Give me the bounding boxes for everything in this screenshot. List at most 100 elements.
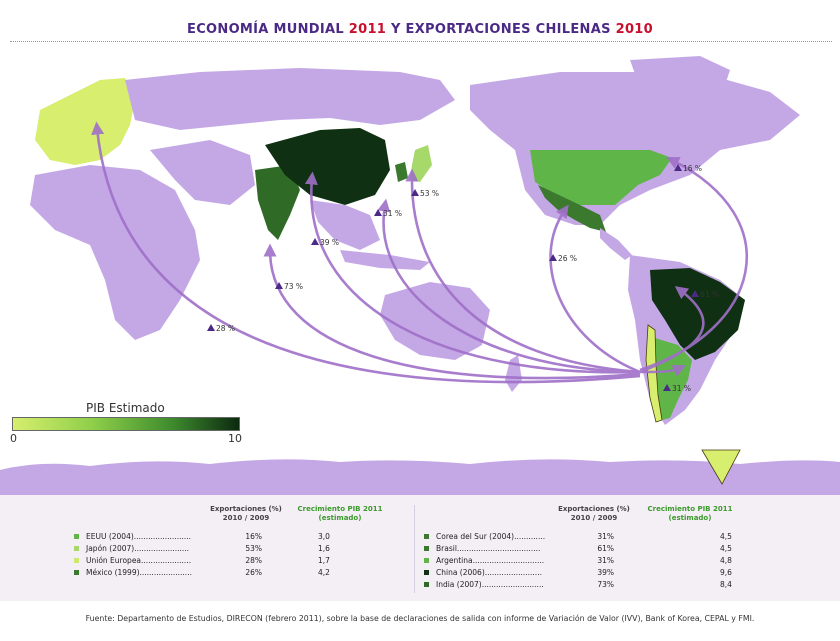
growth-value: 4,5 [720, 544, 732, 553]
exports-value: 61% [597, 544, 614, 553]
exports-value: 16% [245, 532, 262, 541]
growth-value: 4,8 [720, 556, 732, 565]
country-name: Japón (2007)....................... [86, 544, 190, 553]
table-row: Brasil..................................… [424, 543, 784, 554]
triangle-icon [663, 384, 671, 391]
indonesia-shape [340, 250, 430, 270]
title-year-2: 2010 [615, 22, 653, 37]
legend-min: 0 [10, 432, 17, 445]
header-growth-left: Crecimiento PIB 2011 (estimado) [290, 505, 390, 523]
color-swatch [74, 546, 79, 551]
africa-shape [30, 165, 200, 340]
header-growth-right: Crecimiento PIB 2011 (estimado) [640, 505, 740, 523]
country-name: Unión Europea..................... [86, 556, 192, 565]
arc-mexico [549, 204, 641, 374]
exports-value: 31% [597, 556, 614, 565]
japan-shape [410, 145, 432, 182]
label-mexico: 26 % [558, 254, 577, 263]
label-eu: 28 % [216, 324, 235, 333]
triangle-icon [674, 164, 682, 171]
triangle-icon [549, 254, 557, 261]
data-table-panel: Exportaciones (%) 2010 / 2009 Crecimient… [0, 495, 840, 601]
greenland-shape [630, 56, 730, 118]
title-text-2: Y EXPORTACIONES CHILENAS [386, 22, 611, 37]
exports-value: 73% [597, 580, 614, 589]
arc-korea [377, 198, 641, 374]
country-name: Corea del Sur (2004)............. [436, 532, 546, 541]
header-growth-label: Crecimiento PIB 2011 [297, 505, 383, 513]
southeast-asia-shape [310, 200, 380, 250]
mexico-shape [538, 185, 606, 232]
table-row: México (1999)...................... 26% 4,… [74, 567, 434, 578]
triangle-icon [691, 290, 699, 297]
header-exports-period: 2010 / 2009 [570, 514, 618, 522]
country-name: Brasil..................................… [436, 544, 541, 553]
table-row: China (2006)........................ 39% 9… [424, 567, 784, 578]
legend-gradient-bar [12, 417, 240, 431]
europe-shape [35, 78, 135, 165]
triangle-icon [275, 282, 283, 289]
label-china: 39 % [320, 238, 339, 247]
growth-value: 1,6 [318, 544, 330, 553]
header-growth-label: Crecimiento PIB 2011 [647, 505, 733, 513]
color-swatch [74, 570, 79, 575]
growth-value: 3,0 [318, 532, 330, 541]
header-exports-right: Exportaciones (%) 2010 / 2009 [544, 505, 644, 523]
label-argentina: 31 % [672, 384, 691, 393]
exports-value: 39% [597, 568, 614, 577]
triangle-icon [207, 324, 215, 331]
label-japan: 53 % [420, 189, 439, 198]
exports-value: 53% [245, 544, 262, 553]
central-america-shape [600, 228, 632, 260]
growth-value: 1,7 [318, 556, 330, 565]
table-row: Corea del Sur (2004)............. 31% 4,5 [424, 531, 784, 542]
color-swatch [424, 546, 429, 551]
header-growth-note: (estimado) [318, 514, 362, 522]
source-note: Fuente: Departamento de Estudios, DIRECO… [85, 614, 755, 623]
trade-arcs [91, 121, 748, 384]
growth-value: 9,6 [720, 568, 732, 577]
label-brazil: 61 % [700, 290, 719, 299]
title-year-1: 2011 [348, 22, 387, 37]
table-row: Argentina.............................. 3… [424, 555, 784, 566]
country-name: China (2006)........................ [436, 568, 542, 577]
brazil-shape [650, 268, 745, 360]
china-shape [265, 128, 390, 205]
north-america-shape [470, 72, 800, 225]
antarctica-shape [0, 459, 840, 496]
exports-value: 26% [245, 568, 262, 577]
growth-value: 4,5 [720, 532, 732, 541]
table-row: Unión Europea..................... 28% 1,7 [74, 555, 434, 566]
korea-shape [395, 162, 408, 182]
country-name: EEUU (2004)........................ [86, 532, 191, 541]
page-title: ECONOMÍA MUNDIAL 2011 Y EXPORTACIONES CH… [0, 22, 840, 37]
argentina-shape [655, 338, 692, 420]
arc-brazil [639, 286, 705, 374]
title-divider [10, 41, 832, 42]
triangle-icon [411, 189, 419, 196]
antarctic-territory-shape [701, 449, 741, 485]
australia-shape [380, 282, 490, 360]
exports-value: 31% [597, 532, 614, 541]
label-india: 73 % [284, 282, 303, 291]
percent-labels: 16 % 53 % 31 % 39 % 73 % 28 % 26 % 61 % … [216, 164, 719, 393]
country-name: India (2007).......................... [436, 580, 544, 589]
header-exports-label: Exportaciones (%) [210, 505, 282, 513]
arc-china [304, 171, 641, 374]
country-name: Argentina.............................. [436, 556, 545, 565]
legend-max: 10 [228, 432, 242, 445]
usa-shape [530, 150, 672, 205]
title-text-1: ECONOMÍA MUNDIAL [187, 22, 344, 37]
country-name: México (1999)...................... [86, 568, 192, 577]
header-growth-note: (estimado) [668, 514, 712, 522]
growth-value: 4,2 [318, 568, 330, 577]
triangle-icon [374, 209, 382, 216]
label-usa: 16 % [683, 164, 702, 173]
table-divider [414, 505, 415, 593]
color-swatch [424, 570, 429, 575]
header-exports-label: Exportaciones (%) [558, 505, 630, 513]
legend-title: PIB Estimado [86, 401, 165, 415]
exports-value: 28% [245, 556, 262, 565]
arc-argentina [639, 365, 686, 377]
table-row: India (2007).......................... 73… [424, 579, 784, 590]
